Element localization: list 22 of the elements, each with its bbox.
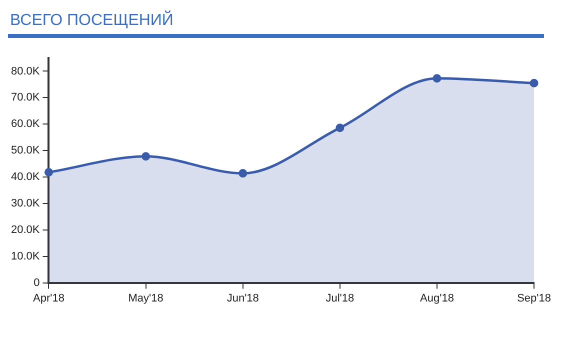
point — [142, 152, 150, 161]
point — [336, 124, 344, 132]
y-tick-label: 60.0K — [10, 118, 40, 130]
y-tick-label: 50.0K — [10, 144, 40, 157]
y-tick-label: 40.0K — [10, 171, 40, 184]
y-tick-label: 20.0K — [10, 224, 40, 236]
point — [238, 169, 248, 178]
y-tick-label: 30.0K — [10, 197, 40, 210]
point — [432, 74, 442, 83]
x-tick-label: Apr'18 — [33, 292, 64, 304]
y-tick-label: 10.0K — [10, 250, 40, 262]
x-tick-label: Jul'18 — [326, 292, 354, 304]
x-tick-label: Aug'18 — [420, 292, 454, 304]
y-tick-label: 70.0K — [10, 92, 40, 104]
chart-title: ВСЕГО ПОСЕЩЕНИЙ — [9, 10, 174, 31]
x-tick-label: Sep'18 — [517, 292, 552, 304]
x-tick-label: May'18 — [128, 292, 164, 304]
point — [44, 168, 53, 176]
point — [530, 78, 538, 88]
y-tick-label: 0 — [34, 276, 40, 289]
y-tick-label: 80.0K — [10, 65, 40, 78]
x-tick-label: Jun'18 — [226, 292, 259, 304]
